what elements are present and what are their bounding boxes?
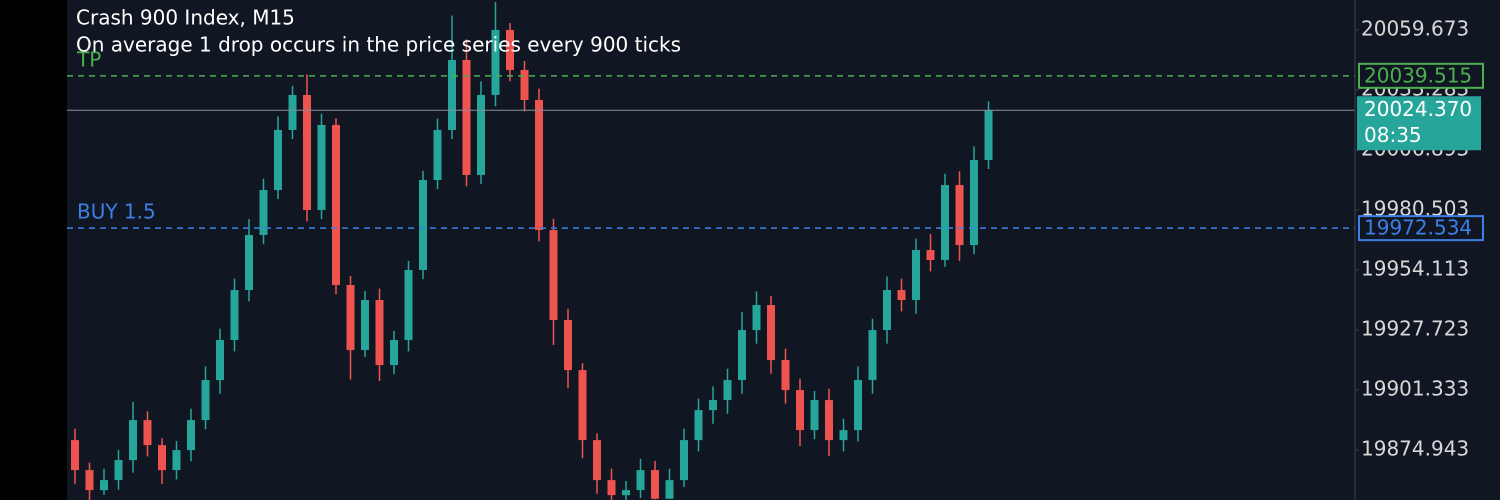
candle-body [245, 235, 253, 291]
candle-body [926, 250, 935, 261]
candle-body [143, 420, 152, 446]
candle-body [520, 69, 529, 100]
candle-body [723, 380, 732, 401]
candle-body [839, 430, 848, 441]
candle-body [346, 285, 355, 351]
level-price-label: 19972.534 [1364, 216, 1472, 240]
candle-body [897, 290, 906, 301]
candle-body [201, 380, 210, 421]
candle-body [694, 410, 703, 441]
candle-body [767, 305, 775, 361]
candle-body [390, 340, 398, 366]
level-name: BUY 1.5 [77, 200, 156, 224]
y-tick-label: 20059.673 [1361, 17, 1469, 41]
candle-body [941, 184, 949, 261]
candle-body [332, 124, 340, 286]
candle-body [970, 159, 978, 246]
candle-body [491, 29, 500, 95]
candle-body [158, 445, 166, 471]
candle-body [796, 390, 804, 431]
candle-body [317, 124, 326, 211]
y-tick-label: 19954.113 [1361, 257, 1469, 281]
candle-body [868, 330, 877, 381]
candle-body [636, 470, 645, 491]
candle-body [172, 450, 181, 471]
chart-subtitle: On average 1 drop occurs in the price se… [76, 33, 681, 57]
candle-body [854, 380, 862, 431]
candle-body [71, 440, 79, 471]
level-price-label: 20039.515 [1364, 63, 1472, 87]
level-price-box [1358, 62, 1484, 89]
y-tick-label: 19927.723 [1361, 317, 1469, 341]
level-price-box [1358, 215, 1484, 242]
candle-body [593, 440, 601, 481]
candle-body [419, 179, 427, 271]
chart-background [67, 0, 1500, 500]
candle-body [564, 320, 572, 371]
candle-body [578, 370, 587, 441]
candle-body [433, 129, 442, 180]
overlay: Crash 900 Index, M15 On average 1 drop o… [76, 6, 681, 224]
candle-body [709, 400, 717, 411]
candle-body [738, 330, 746, 381]
price-axis: 20059.67320033.28320006.89319980.5031995… [1355, 17, 1484, 461]
y-tick-label: 19901.333 [1361, 377, 1469, 401]
candle-body [216, 340, 224, 381]
candle-body [781, 360, 790, 391]
candle-body [506, 29, 514, 70]
candle-body [85, 470, 94, 491]
candle-body [361, 300, 369, 351]
candle-body [607, 480, 616, 496]
candle-body [665, 480, 674, 499]
candle-body [810, 400, 819, 431]
candle-body [912, 250, 920, 301]
last-price-label: 20024.370 [1364, 97, 1472, 121]
candle-body [622, 490, 630, 496]
candle-body [230, 290, 239, 341]
candle-body [129, 420, 137, 461]
candle-body [187, 420, 195, 451]
candle-body [375, 300, 384, 366]
candle-body [535, 99, 543, 231]
candle-body [259, 189, 268, 236]
candle-body [955, 184, 964, 246]
candle-body [448, 59, 456, 130]
candle-body [883, 290, 891, 331]
candle-body [984, 110, 993, 160]
candle-body [825, 400, 833, 441]
y-tick-label: 19874.943 [1361, 437, 1469, 461]
candle-body [462, 59, 471, 175]
last-price-box [1357, 96, 1481, 151]
candle-body [752, 305, 761, 331]
candle-body [114, 460, 123, 481]
candle-body [303, 94, 311, 211]
plot-area [67, 1, 1355, 500]
countdown: 08:35 [1364, 123, 1422, 147]
candle-body [680, 440, 688, 481]
candle-body [477, 94, 485, 175]
chart-title: Crash 900 Index, M15 [76, 6, 295, 30]
candle-body [274, 129, 282, 190]
candle-body [100, 480, 108, 491]
level-name: TP [76, 47, 101, 71]
candle-body [404, 270, 413, 341]
candle-body [549, 230, 558, 321]
candle-body [288, 94, 297, 130]
candle-body [651, 470, 659, 499]
